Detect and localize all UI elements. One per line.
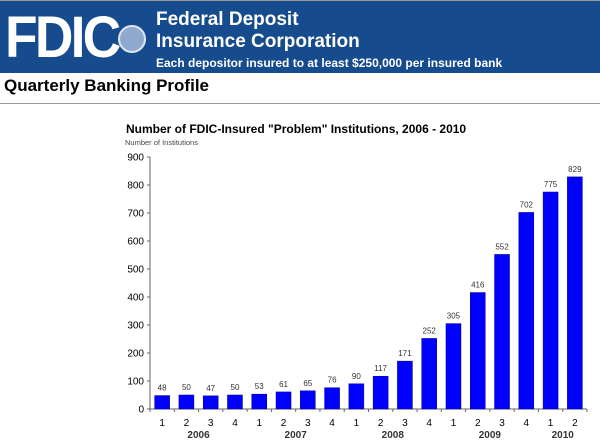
x-tick-label: 4 bbox=[232, 418, 238, 429]
data-label: 305 bbox=[447, 312, 461, 321]
bar bbox=[275, 391, 292, 410]
y-tick-label: 400 bbox=[127, 293, 144, 304]
page-title: Quarterly Banking Profile bbox=[4, 76, 209, 95]
bar bbox=[178, 394, 195, 410]
y-tick-label: 200 bbox=[127, 349, 144, 360]
year-label: 2007 bbox=[285, 430, 308, 441]
bar bbox=[154, 395, 170, 410]
x-tick-label: 4 bbox=[524, 418, 530, 429]
y-tick-label: 600 bbox=[127, 237, 144, 248]
fdic-logo: FDIC bbox=[5, 5, 121, 70]
x-tick-label: 2 bbox=[475, 418, 481, 429]
x-tick-label: 3 bbox=[208, 418, 214, 429]
bar bbox=[518, 212, 535, 410]
bar bbox=[202, 395, 219, 410]
divider bbox=[0, 103, 600, 104]
data-label: 47 bbox=[206, 384, 215, 393]
data-label: 50 bbox=[182, 383, 191, 392]
x-tick-label: 2 bbox=[572, 418, 578, 429]
x-tick-label: 3 bbox=[499, 418, 505, 429]
bar bbox=[348, 383, 365, 410]
data-label: 829 bbox=[568, 165, 582, 174]
y-tick-label: 0 bbox=[138, 405, 144, 416]
year-label: 2009 bbox=[479, 430, 502, 441]
x-tick-label: 4 bbox=[426, 418, 432, 429]
x-tick-label: 1 bbox=[451, 418, 457, 429]
data-label: 416 bbox=[471, 281, 485, 290]
y-tick-label: 500 bbox=[127, 265, 144, 276]
chart-title: Number of FDIC-Insured "Problem" Institu… bbox=[126, 122, 466, 136]
bar bbox=[494, 254, 510, 410]
year-label: 2010 bbox=[552, 430, 575, 441]
x-tick-label: 2 bbox=[184, 418, 190, 429]
data-label: 50 bbox=[231, 383, 240, 392]
bar bbox=[251, 393, 267, 410]
bar bbox=[227, 394, 243, 410]
data-label: 76 bbox=[328, 376, 337, 385]
year-label: 2006 bbox=[187, 430, 210, 441]
x-tick-label: 4 bbox=[329, 418, 335, 429]
y-tick-label: 100 bbox=[127, 377, 144, 388]
bar bbox=[300, 390, 316, 410]
tagline: Each depositor insured to at least $250,… bbox=[156, 56, 503, 70]
bar bbox=[542, 191, 559, 410]
x-tick-label: 1 bbox=[548, 418, 554, 429]
data-label: 552 bbox=[495, 242, 509, 251]
bar bbox=[567, 176, 583, 410]
y-tick-label: 900 bbox=[127, 153, 144, 164]
data-label: 53 bbox=[255, 382, 264, 391]
x-tick-label: 3 bbox=[402, 418, 408, 429]
data-label: 702 bbox=[520, 200, 534, 209]
data-label: 775 bbox=[544, 180, 558, 189]
x-tick-label: 2 bbox=[281, 418, 287, 429]
data-label: 90 bbox=[352, 372, 361, 381]
x-tick-label: 3 bbox=[305, 418, 311, 429]
data-label: 48 bbox=[158, 384, 167, 393]
data-label: 65 bbox=[303, 379, 312, 388]
x-tick-label: 1 bbox=[354, 418, 360, 429]
y-tick-label: 800 bbox=[127, 181, 144, 192]
bar bbox=[397, 360, 413, 410]
fdic-seal-icon bbox=[118, 25, 146, 53]
bar bbox=[470, 292, 486, 410]
fdic-banner: FDIC Federal Deposit Insurance Corporati… bbox=[0, 0, 600, 73]
bar bbox=[372, 375, 389, 410]
bar bbox=[421, 338, 437, 410]
year-label: 2008 bbox=[382, 430, 405, 441]
data-label: 171 bbox=[398, 349, 412, 358]
y-tick-label: 300 bbox=[127, 321, 144, 332]
y-axis-label: Number of Institutions bbox=[125, 138, 198, 147]
x-tick-label: 1 bbox=[256, 418, 262, 429]
bar bbox=[445, 323, 462, 410]
data-label: 61 bbox=[279, 380, 288, 389]
x-tick-label: 2 bbox=[378, 418, 384, 429]
data-label: 117 bbox=[374, 364, 387, 373]
org-name-line2: Insurance Corporation bbox=[156, 31, 360, 52]
data-label: 252 bbox=[423, 326, 437, 335]
x-tick-label: 1 bbox=[159, 418, 165, 429]
bar bbox=[324, 387, 340, 410]
y-tick-label: 700 bbox=[127, 209, 144, 220]
org-name-line1: Federal Deposit bbox=[156, 9, 299, 30]
